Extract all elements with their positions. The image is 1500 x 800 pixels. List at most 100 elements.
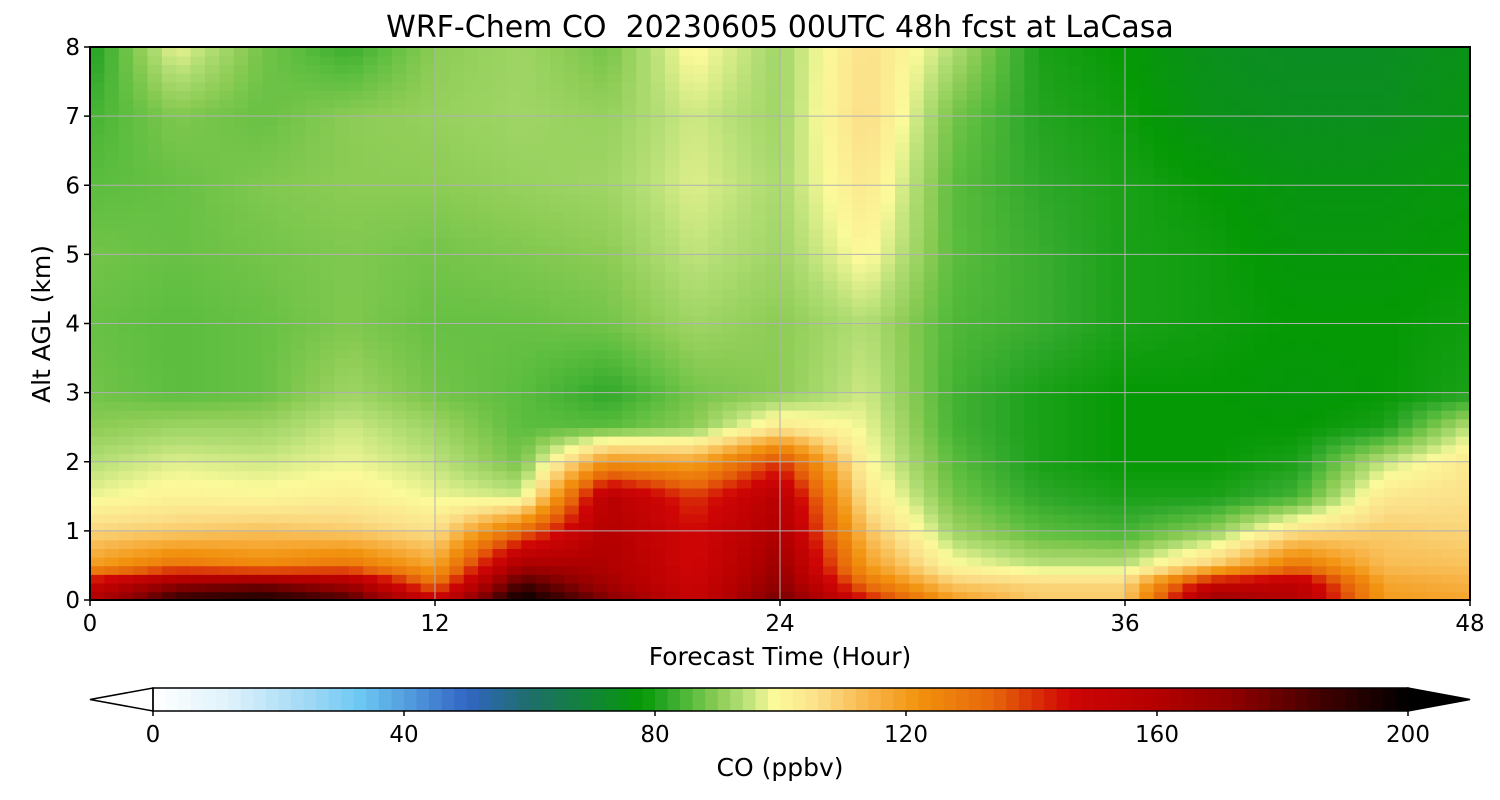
heatmap-cell [334,176,350,187]
heatmap-cell [463,401,479,411]
heatmap-cell [1053,444,1069,454]
heatmap-cell [1340,392,1356,403]
heatmap-cell [895,288,911,299]
heatmap-cell [564,314,580,325]
heatmap-cell [794,193,810,204]
heatmap-cell [808,530,824,541]
heatmap-cell [133,150,149,161]
heatmap-cell [1240,314,1256,325]
heatmap-cell [1053,245,1069,256]
heatmap-cell [995,349,1011,359]
heatmap-cell [794,314,810,325]
heatmap-cell [665,254,681,264]
heatmap-cell [966,280,983,290]
heatmap-cell [305,383,321,394]
heatmap-cell [1139,280,1155,290]
heatmap-cell [1038,470,1054,480]
heatmap-cell [147,392,163,403]
heatmap-cell [233,548,249,558]
heatmap-cell [334,383,350,394]
heatmap-cell [1283,211,1299,221]
heatmap-cell [866,401,882,411]
heatmap-cell [1110,332,1126,342]
heatmap-cell [823,314,839,325]
heatmap-cell [1383,366,1399,377]
heatmap-cell [492,582,508,593]
heatmap-cell [1225,150,1241,161]
heatmap-cell [880,349,896,359]
heatmap-cell [1369,522,1385,532]
heatmap-cell [1455,574,1470,584]
heatmap-cell [1182,470,1198,480]
heatmap-cell [1196,513,1213,524]
heatmap-cell [564,332,580,342]
heatmap-cell [463,193,479,204]
heatmap-cell [1125,349,1141,359]
heatmap-cell [621,228,638,238]
heatmap-cell [679,548,695,558]
heatmap-cell [765,487,781,498]
heatmap-cell [851,332,868,342]
heatmap-cell [478,280,494,290]
heatmap-cell [1038,271,1054,282]
heatmap-cell [478,383,494,394]
heatmap-cell [693,193,709,204]
heatmap-cell [765,522,781,532]
heatmap-cell [1110,513,1126,524]
heatmap-cell [363,548,379,558]
heatmap-cell [909,254,925,264]
heatmap-cell [219,176,235,187]
heatmap-cell [1225,349,1241,359]
heatmap-cell [1283,539,1299,549]
heatmap-cell [492,263,508,273]
heatmap-cell [923,513,939,524]
heatmap-cell [693,176,709,187]
heatmap-cell [348,539,364,549]
heatmap-cell [176,150,192,161]
heatmap-cell [550,159,566,169]
heatmap-cell [305,496,321,506]
heatmap-cell [1369,530,1385,541]
heatmap-cell [1211,297,1227,308]
heatmap-cell [837,522,853,532]
heatmap-cell [118,383,134,394]
heatmap-cell [1398,582,1414,593]
heatmap-cell [492,271,508,282]
heatmap-cell [650,219,666,230]
heatmap-cell [564,444,580,454]
heatmap-cell [880,548,896,558]
heatmap-cell [334,487,350,498]
heatmap-cell [607,496,623,506]
heatmap-cell [248,461,264,472]
heatmap-cell [1024,193,1040,204]
heatmap-cell [1426,297,1443,308]
heatmap-cell [435,383,451,394]
heatmap-cell [104,487,120,498]
heatmap-cell [1340,539,1356,549]
heatmap-cell [90,358,106,368]
heatmap-cell [593,297,609,308]
heatmap-cell [880,479,896,489]
heatmap-cell [305,522,321,532]
heatmap-cell [679,167,695,178]
heatmap-cell [1297,556,1313,567]
heatmap-cell [823,306,839,316]
heatmap-cell [1398,306,1414,316]
heatmap-cell [621,461,638,472]
heatmap-cell [463,453,479,463]
heatmap-cell [621,176,638,187]
heatmap-cell [708,159,724,169]
heatmap-cell [190,522,206,532]
heatmap-cell [1139,228,1155,238]
heatmap-cell [1225,539,1241,549]
heatmap-cell [1024,245,1040,256]
heatmap-cell [406,392,422,403]
heatmap-cell [521,228,537,238]
heatmap-cell [219,383,235,394]
heatmap-cell [506,314,523,325]
heatmap-cell [995,314,1011,325]
heatmap-cell [219,418,235,428]
heatmap-cell [780,237,796,247]
heatmap-cell [1383,237,1399,247]
heatmap-cell [391,409,408,420]
